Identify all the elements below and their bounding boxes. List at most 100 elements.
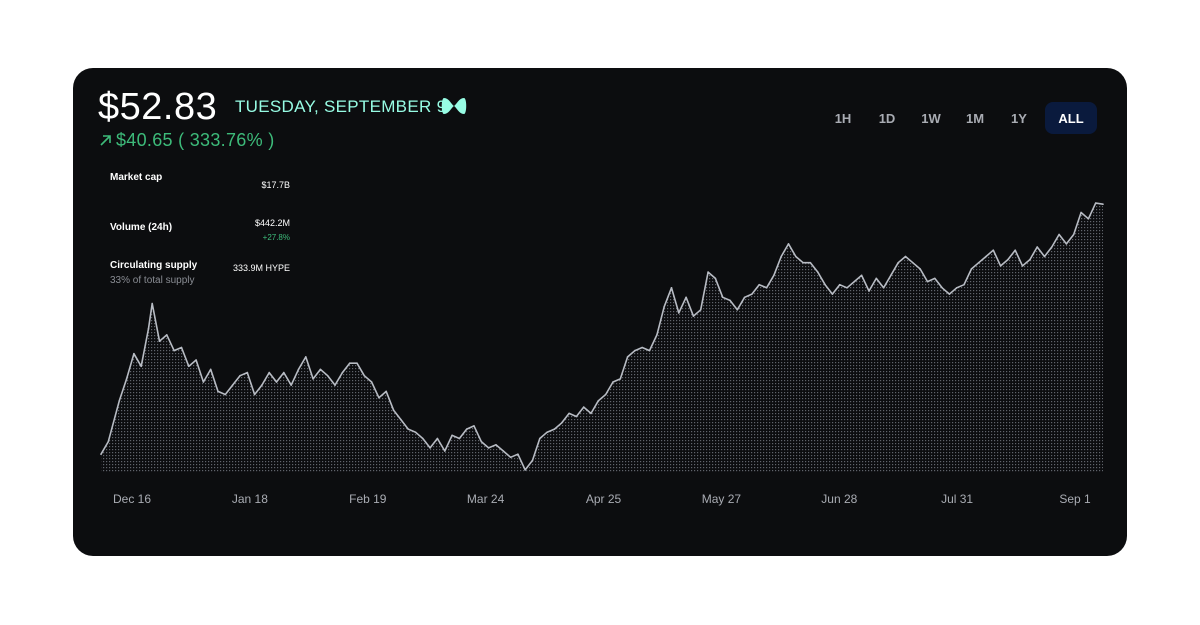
- x-tick-label: Dec 16: [113, 492, 151, 506]
- data-point: [707, 271, 709, 273]
- x-axis: Dec 16 Jan 18 Feb 19 Mar 24 Apr 25 May 27 Jun …: [113, 492, 1091, 506]
- data-point: [590, 412, 592, 415]
- x-tick-label: Jan 18: [232, 492, 268, 506]
- data-point: [195, 359, 197, 361]
- range-all[interactable]: ALL: [1045, 102, 1097, 134]
- data-point: [868, 290, 870, 292]
- range-1d[interactable]: 1D: [878, 110, 896, 126]
- data-point: [626, 356, 629, 358]
- data-point: [341, 371, 344, 374]
- data-point: [656, 334, 658, 336]
- data-point: [846, 287, 848, 289]
- selected-date: TUESDAY, SEPTEMBER 9: [235, 97, 447, 116]
- data-point: [224, 393, 227, 396]
- volume-value: $442.2M: [254, 218, 290, 228]
- data-point: [561, 422, 563, 424]
- stat-volume: Volume (24h) $442.2M +27.8%: [110, 218, 290, 260]
- stats-panel: Market cap $17.7B Volume (24h) $442.2M +…: [110, 172, 290, 300]
- data-point: [809, 261, 812, 264]
- data-point: [634, 349, 636, 352]
- data-point: [473, 425, 475, 427]
- x-tick-label: Jul 31: [941, 492, 973, 506]
- data-point: [678, 312, 680, 314]
- price-chart-card: $52.83 TUESDAY, SEPTEMBER 9 $40.65 ( 333…: [73, 68, 1127, 556]
- x-tick-label: May 27: [702, 492, 742, 506]
- range-1m[interactable]: 1M: [965, 110, 985, 126]
- data-point: [963, 283, 965, 286]
- volume-delta: +27.8%: [262, 233, 290, 242]
- data-point: [495, 444, 497, 446]
- data-point: [305, 356, 307, 358]
- data-point: [173, 349, 175, 352]
- data-point: [692, 315, 695, 317]
- data-point: [147, 327, 150, 330]
- data-point: [670, 287, 673, 289]
- data-point: [444, 450, 446, 452]
- data-point: [370, 381, 373, 383]
- data-point: [780, 255, 782, 258]
- data-point: [202, 381, 205, 383]
- data-point: [999, 265, 1002, 267]
- data-point: [1036, 246, 1038, 248]
- data-point: [261, 384, 263, 386]
- data-point: [758, 283, 760, 286]
- data-point: [180, 346, 183, 349]
- data-point: [882, 287, 885, 289]
- data-point: [451, 434, 453, 437]
- data-point: [1058, 233, 1060, 236]
- data-point: [992, 249, 995, 251]
- data-point: [714, 277, 717, 280]
- data-point: [568, 412, 570, 415]
- data-point: [685, 296, 687, 299]
- data-point: [275, 381, 278, 383]
- data-point: [326, 374, 329, 377]
- price-change: $40.65 ( 333.76% ): [99, 130, 275, 151]
- data-point: [546, 431, 548, 434]
- data-point: [517, 453, 519, 456]
- data-point: [1014, 249, 1016, 251]
- data-point: [597, 400, 600, 402]
- data-point: [817, 271, 819, 273]
- data-point: [290, 384, 292, 386]
- data-point: [1072, 233, 1075, 236]
- price-chart[interactable]: Dec 16 Jan 18 Feb 19 Mar 24 Apr 25 May 27 Jun …: [73, 68, 1127, 556]
- data-point: [458, 437, 461, 440]
- data-point: [553, 428, 556, 430]
- data-point: [539, 437, 541, 440]
- data-point: [436, 437, 439, 440]
- x-tick-label: Jun 28: [821, 492, 857, 506]
- data-point: [524, 469, 526, 471]
- data-point: [787, 243, 790, 245]
- data-point: [743, 296, 746, 299]
- data-point: [1029, 258, 1031, 261]
- data-point: [824, 283, 826, 286]
- data-point: [795, 255, 797, 258]
- data-point: [912, 261, 914, 264]
- range-1y[interactable]: 1Y: [1011, 110, 1027, 126]
- data-point: [1094, 202, 1097, 204]
- time-range-selector: 1H 1D 1W 1M 1Y ALL: [825, 102, 1097, 134]
- data-point: [890, 274, 892, 277]
- data-point: [619, 378, 622, 380]
- data-point: [948, 293, 951, 295]
- data-points: [100, 202, 1104, 471]
- hyperliquid-logo-icon: [441, 98, 467, 114]
- price-line: [100, 202, 1104, 471]
- stat-supply: Circulating supply 33% of total supply 3…: [110, 260, 290, 300]
- range-1h[interactable]: 1H: [834, 110, 852, 126]
- data-point: [648, 349, 651, 352]
- data-point: [663, 305, 665, 308]
- data-point: [919, 268, 921, 270]
- data-point: [509, 456, 512, 459]
- supply-label: Circulating supply: [110, 260, 198, 271]
- data-point: [429, 447, 431, 449]
- data-point: [385, 390, 388, 393]
- data-point: [1080, 211, 1082, 214]
- data-point: [612, 381, 614, 383]
- data-point: [502, 450, 505, 452]
- data-point: [860, 274, 863, 277]
- stat-market-cap: Market cap $17.7B: [110, 172, 290, 218]
- data-point: [955, 287, 958, 289]
- range-1w[interactable]: 1W: [921, 110, 941, 126]
- data-point: [802, 261, 804, 264]
